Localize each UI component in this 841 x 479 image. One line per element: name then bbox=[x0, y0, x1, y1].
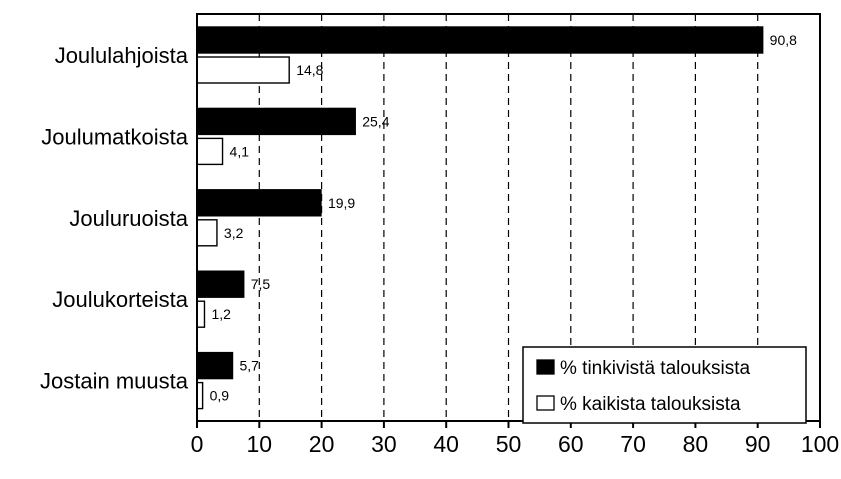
x-tick-label: 20 bbox=[309, 431, 335, 457]
data-label: 19,9 bbox=[328, 195, 355, 211]
bar-tinkivista-4 bbox=[196, 351, 234, 380]
y-category-label: Jostain muusta bbox=[40, 369, 189, 394]
x-tick-label: 10 bbox=[247, 431, 273, 457]
x-tick-label: 80 bbox=[683, 431, 709, 457]
bar-tinkivista-3 bbox=[196, 270, 245, 298]
x-tick-label: 90 bbox=[745, 431, 771, 457]
bar-kaikista-0 bbox=[196, 56, 290, 84]
legend-swatch bbox=[536, 359, 555, 375]
data-label: 14,8 bbox=[296, 62, 323, 78]
x-axis: 0 10 20 30 40 50 60 70 80 90 100 bbox=[191, 421, 839, 457]
data-label: 25,4 bbox=[362, 113, 389, 129]
data-label: 0,9 bbox=[210, 388, 230, 404]
bars: 90,8 14,8 25,4 4,1 19,9 3,2 7,5 1,2 5,7 0,9 bbox=[196, 26, 797, 410]
bar-kaikista-1 bbox=[196, 137, 224, 166]
y-category-label: Joululahjoista bbox=[55, 43, 189, 68]
data-label: 90,8 bbox=[770, 32, 797, 48]
y-axis-categories: Joululahjoista Joulumatkoista Jouluruoista… bbox=[40, 43, 189, 394]
y-category-label: Jouluruoista bbox=[69, 206, 188, 231]
bar-kaikista-2 bbox=[196, 219, 218, 247]
y-category-label: Joulumatkoista bbox=[41, 124, 189, 149]
bar-tinkivista-2 bbox=[196, 189, 322, 217]
data-label: 1,2 bbox=[211, 306, 231, 322]
legend-swatch bbox=[536, 395, 555, 411]
legend-label: % tinkivistä talouksista bbox=[560, 358, 751, 379]
legend: % tinkivistä talouksista % kaikista talou… bbox=[522, 346, 807, 424]
x-tick-label: 50 bbox=[496, 431, 522, 457]
y-category-label: Joulukorteista bbox=[52, 287, 189, 312]
legend-label: % kaikista talouksista bbox=[560, 394, 741, 415]
bar-tinkivista-1 bbox=[196, 107, 356, 136]
x-tick-label: 30 bbox=[371, 431, 397, 457]
x-tick-label: 0 bbox=[191, 431, 204, 457]
x-tick-label: 60 bbox=[558, 431, 584, 457]
x-tick-label: 100 bbox=[801, 431, 839, 457]
x-tick-label: 40 bbox=[433, 431, 459, 457]
bar-tinkivista-0 bbox=[196, 26, 764, 54]
legend-box bbox=[522, 346, 807, 424]
data-label: 4,1 bbox=[230, 143, 250, 159]
data-label: 5,7 bbox=[240, 358, 260, 374]
data-label: 7,5 bbox=[251, 276, 271, 292]
data-label: 3,2 bbox=[224, 225, 244, 241]
x-tick-label: 70 bbox=[620, 431, 646, 457]
bar-kaikista-3 bbox=[196, 300, 206, 328]
